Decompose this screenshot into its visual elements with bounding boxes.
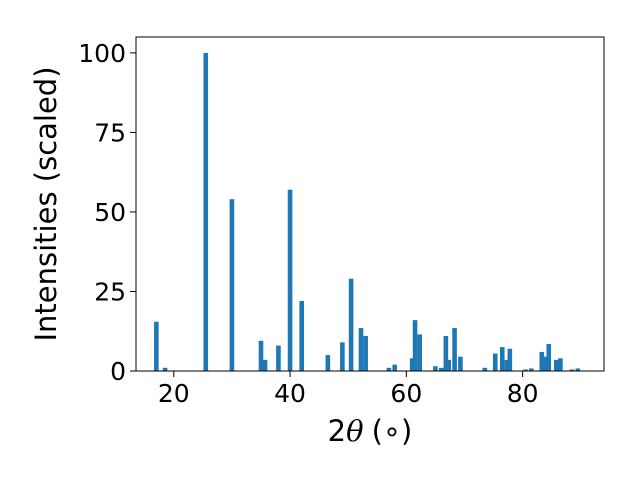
bar-29: [507, 348, 513, 371]
bar-0: [154, 321, 159, 371]
x-tick-label-1: 40: [274, 379, 306, 408]
bar-28: [504, 359, 510, 371]
bars-layer: [154, 52, 581, 372]
plot-area: [136, 37, 604, 371]
bar-34: [546, 343, 552, 371]
bar-14: [386, 367, 392, 371]
x-axis-title: 2θ (∘): [328, 414, 413, 448]
bar-31: [529, 368, 534, 371]
bar-1: [162, 367, 168, 371]
bar-27: [499, 347, 505, 371]
bar-12: [358, 328, 364, 371]
y-axis-ticks: 0 25 50 75 100: [78, 39, 136, 386]
bar-36: [558, 358, 563, 371]
bar-4: [258, 340, 264, 371]
bar-2: [203, 52, 209, 372]
bar-23: [452, 328, 457, 371]
bar-26: [492, 353, 498, 371]
bar-16: [409, 358, 415, 371]
y-tick-label-2: 50: [94, 198, 126, 227]
bar-37: [569, 369, 575, 371]
bar-35: [554, 359, 559, 371]
bar-13: [363, 336, 368, 371]
x-tick-label-0: 20: [158, 379, 190, 408]
y-tick-label-3: 75: [94, 118, 126, 147]
bar-30: [523, 369, 528, 371]
bar-6: [276, 345, 281, 371]
bar-32: [539, 351, 545, 371]
x-axis-title-number: 2: [328, 414, 346, 448]
y-tick-label-4: 100: [78, 39, 126, 68]
axes-frame: [135, 36, 605, 372]
y-axis-title: Intensities (scaled): [29, 66, 63, 341]
bar-18: [417, 334, 423, 371]
bar-11: [348, 278, 354, 371]
bar-5: [262, 359, 268, 371]
x-axis-title-symbol: θ: [346, 414, 363, 448]
bar-38: [575, 368, 581, 371]
y-tick-label-1: 25: [94, 277, 126, 306]
bar-33: [542, 356, 548, 371]
bar-17: [412, 320, 418, 371]
bar-3: [229, 199, 235, 371]
bar-15: [392, 364, 398, 371]
bar-20: [438, 367, 444, 371]
bar-19: [433, 366, 438, 371]
x-tick-label-3: 80: [507, 379, 539, 408]
bar-21: [443, 336, 449, 371]
x-tick-label-2: 60: [390, 379, 422, 408]
x-axis-title-unit: (∘): [372, 414, 413, 448]
bar-10: [340, 342, 345, 371]
bar-22: [446, 359, 452, 371]
bar-25: [482, 367, 488, 371]
bar-7: [287, 189, 293, 371]
y-tick-label-0: 0: [110, 357, 126, 386]
bar-24: [458, 356, 463, 371]
bar-8: [299, 301, 304, 371]
x-axis-ticks: 20 40 60 80: [158, 371, 539, 408]
bar-9: [325, 355, 331, 371]
